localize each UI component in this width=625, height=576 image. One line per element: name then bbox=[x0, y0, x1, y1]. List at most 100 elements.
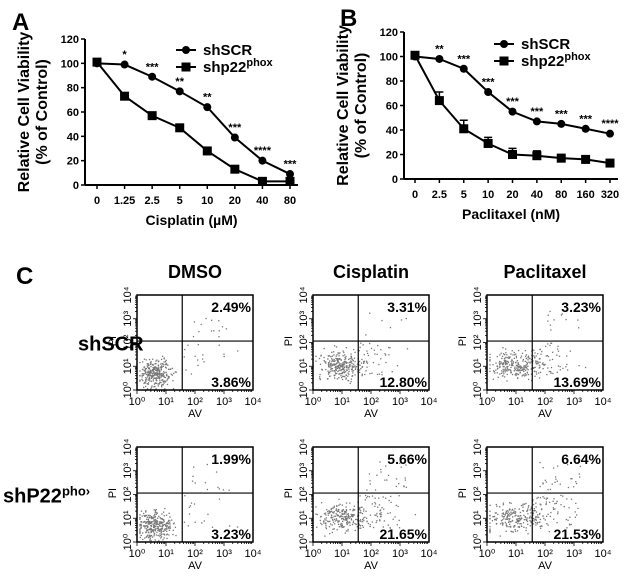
event-dot bbox=[206, 463, 208, 466]
event-dot bbox=[153, 519, 155, 522]
event-dot bbox=[345, 513, 347, 515]
event-dot bbox=[158, 524, 161, 527]
event-dot bbox=[489, 528, 491, 530]
event-dot bbox=[171, 519, 173, 521]
event-dot bbox=[157, 377, 159, 379]
event-dot bbox=[492, 364, 494, 366]
y-tick-label: 10² bbox=[298, 334, 310, 350]
event-dot bbox=[545, 355, 547, 357]
event-dot bbox=[505, 518, 507, 520]
event-dot bbox=[352, 360, 354, 362]
event-dot bbox=[147, 379, 149, 381]
event-dot bbox=[184, 348, 186, 351]
event-dot bbox=[358, 527, 360, 529]
event-dot bbox=[511, 350, 513, 352]
event-dot bbox=[335, 513, 337, 515]
event-dot bbox=[379, 461, 381, 463]
event-dot bbox=[345, 355, 347, 358]
event-dot bbox=[352, 370, 355, 372]
event-dot bbox=[506, 515, 509, 518]
event-dot bbox=[326, 520, 329, 522]
data-point-shp22 bbox=[581, 154, 591, 164]
event-dot bbox=[197, 364, 199, 367]
event-dot bbox=[518, 366, 521, 368]
event-dot bbox=[349, 524, 351, 527]
event-dot bbox=[523, 368, 526, 370]
event-dot bbox=[539, 366, 541, 368]
event-dot bbox=[518, 520, 521, 522]
event-dot bbox=[492, 516, 494, 518]
x-tick-label: 2.5 bbox=[144, 195, 159, 207]
event-dot bbox=[550, 511, 552, 514]
data-point-shp22 bbox=[508, 150, 517, 159]
event-dot bbox=[158, 528, 160, 531]
event-dot bbox=[513, 357, 515, 360]
event-dot bbox=[554, 476, 557, 478]
event-dot bbox=[565, 318, 567, 321]
event-dot bbox=[158, 535, 161, 537]
event-dot bbox=[396, 365, 399, 367]
event-dot bbox=[499, 535, 501, 537]
event-dot bbox=[505, 359, 507, 362]
event-dot bbox=[520, 366, 523, 368]
event-dot bbox=[218, 320, 220, 322]
x-tick-label: 1.25 bbox=[114, 195, 135, 207]
event-dot bbox=[539, 461, 541, 464]
x-tick-label: 10² bbox=[537, 548, 553, 560]
event-dot bbox=[572, 486, 575, 488]
event-dot bbox=[511, 513, 513, 515]
event-dot bbox=[343, 513, 345, 515]
event-dot bbox=[160, 528, 163, 530]
event-dot bbox=[360, 368, 362, 370]
event-dot bbox=[146, 525, 148, 527]
event-dot bbox=[347, 375, 349, 377]
event-dot bbox=[348, 515, 350, 518]
event-dot bbox=[341, 364, 344, 366]
event-dot bbox=[152, 516, 154, 519]
event-dot bbox=[149, 378, 151, 380]
event-dot bbox=[506, 367, 508, 369]
x-tick-label: 10² bbox=[363, 548, 379, 560]
event-dot bbox=[511, 519, 514, 522]
event-dot bbox=[520, 504, 523, 507]
event-dot bbox=[162, 384, 164, 386]
event-dot bbox=[149, 536, 151, 538]
event-dot bbox=[147, 374, 150, 377]
event-dot bbox=[497, 367, 499, 370]
event-dot bbox=[566, 498, 568, 500]
x-tick-label: 10⁰ bbox=[129, 396, 146, 408]
event-dot bbox=[526, 361, 528, 363]
x-tick-label: 10⁰ bbox=[479, 396, 496, 408]
event-dot bbox=[327, 371, 330, 374]
event-dot bbox=[343, 371, 345, 373]
significance-marker: **** bbox=[601, 118, 619, 130]
event-dot bbox=[396, 524, 398, 526]
event-dot bbox=[518, 508, 521, 510]
event-dot bbox=[348, 358, 350, 361]
y-tick-label: 80 bbox=[386, 76, 398, 88]
event-dot bbox=[336, 378, 339, 380]
event-dot bbox=[337, 370, 339, 373]
event-dot bbox=[149, 527, 151, 530]
event-dot bbox=[335, 355, 337, 357]
event-dot bbox=[343, 361, 345, 363]
event-dot bbox=[540, 353, 542, 355]
event-dot bbox=[350, 360, 352, 362]
event-dot bbox=[192, 475, 194, 478]
event-dot bbox=[517, 515, 519, 517]
event-dot bbox=[328, 520, 330, 523]
event-dot bbox=[336, 519, 338, 521]
event-dot bbox=[495, 512, 497, 514]
event-dot bbox=[142, 368, 144, 371]
event-dot bbox=[140, 523, 142, 526]
event-dot bbox=[337, 367, 339, 369]
lower-right-percent: 21.65% bbox=[380, 526, 428, 542]
event-dot bbox=[535, 515, 537, 518]
event-dot bbox=[166, 521, 168, 524]
event-dot bbox=[496, 517, 498, 520]
event-dot bbox=[504, 361, 506, 363]
event-dot bbox=[162, 524, 164, 527]
event-dot bbox=[161, 366, 163, 368]
event-dot bbox=[335, 518, 338, 520]
lower-right-percent: 12.80% bbox=[380, 374, 428, 390]
